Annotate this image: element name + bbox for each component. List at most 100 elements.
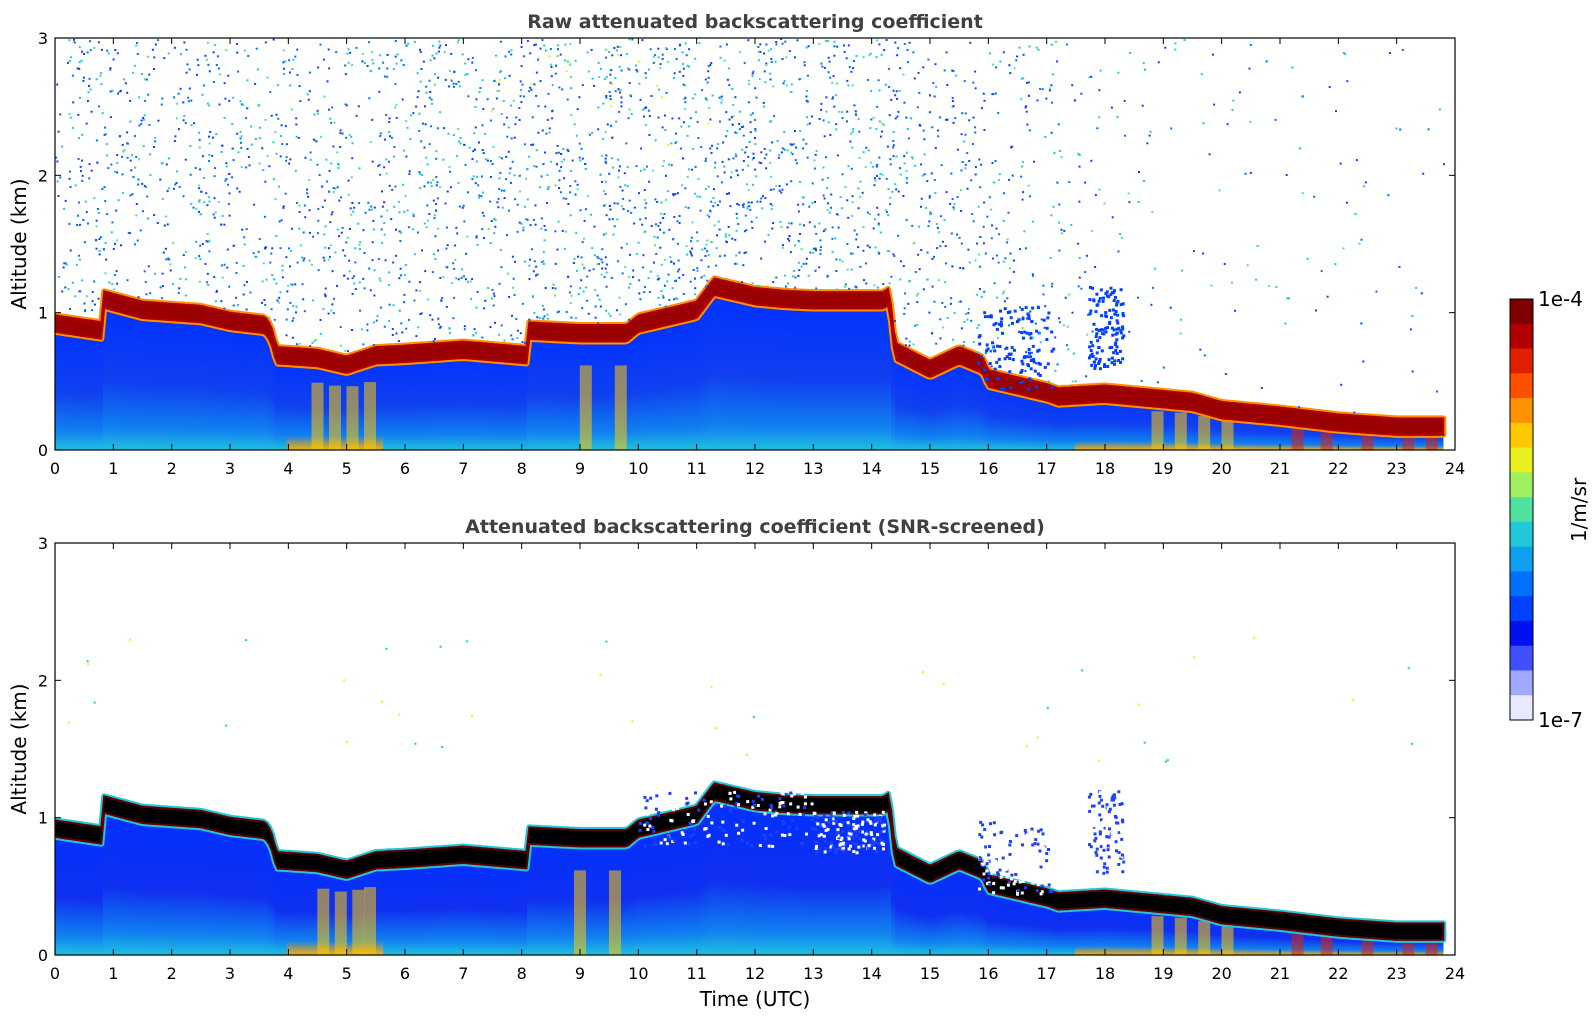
noise-pixel — [64, 199, 67, 202]
noise-pixel — [537, 57, 540, 60]
aerosol-column — [471, 851, 476, 955]
aerosol-column — [983, 871, 988, 955]
aerosol-column — [723, 790, 728, 955]
aerosol-column — [1047, 894, 1052, 955]
noise-pixel — [627, 117, 630, 120]
aerosol-column — [1135, 897, 1140, 955]
noise-pixel — [652, 169, 655, 172]
cloud-pixel — [1028, 842, 1032, 846]
noise-pixel — [889, 158, 892, 161]
noise-pixel — [945, 191, 948, 194]
noise-pixel — [445, 305, 448, 308]
noise-pixel — [431, 318, 434, 321]
noise-pixel — [554, 287, 557, 290]
noise-pixel — [624, 184, 627, 187]
noise-pixel — [530, 88, 533, 91]
noise-pixel — [378, 67, 381, 70]
noise-pixel — [700, 146, 703, 148]
cloud-pixel — [686, 813, 690, 816]
noise-pixel — [113, 170, 116, 173]
cloud-pixel — [745, 841, 749, 845]
cloud-pixel — [1027, 387, 1031, 391]
noise-pixel — [432, 178, 435, 181]
noise-pixel — [177, 92, 180, 95]
aerosol-column — [127, 807, 132, 955]
noise-pixel — [710, 151, 713, 154]
noise-pixel — [1025, 105, 1028, 108]
noise-pixel — [349, 51, 352, 54]
aerosol-column — [171, 308, 176, 450]
aerosol-column — [1115, 390, 1120, 450]
noise-pixel — [732, 115, 735, 118]
cloud-pixel — [988, 845, 991, 848]
noise-pixel — [850, 70, 853, 73]
noise-pixel — [389, 135, 391, 138]
noise-pixel — [580, 256, 583, 259]
noise-pixel — [379, 135, 382, 137]
aerosol-column — [691, 306, 696, 450]
noise-pixel — [1073, 99, 1076, 102]
aerosol-column — [975, 358, 980, 450]
noise-pixel — [529, 224, 532, 227]
noise-pixel — [245, 308, 248, 311]
noise-pixel — [1203, 354, 1206, 357]
noise-pixel — [643, 189, 646, 191]
x-tick-label: 8 — [517, 459, 527, 478]
cloud-pixel — [1035, 329, 1039, 333]
noise-pixel — [603, 78, 606, 80]
noise-pixel — [574, 59, 577, 62]
noise-pixel — [504, 77, 506, 80]
aerosol-column — [55, 824, 60, 955]
noise-pixel — [425, 85, 428, 88]
cloud-pixel — [856, 824, 860, 828]
aerosol-column — [1127, 391, 1132, 450]
cloud-pixel — [1111, 291, 1115, 295]
cloud-pixel — [1032, 360, 1036, 364]
cloud-pixel — [864, 832, 868, 836]
aerosol-column — [803, 800, 808, 955]
noise-pixel — [757, 59, 760, 62]
noise-pixel — [270, 308, 273, 311]
aerosol-column — [903, 857, 908, 955]
noise-pixel — [847, 165, 850, 168]
cloud-pixel — [782, 804, 786, 808]
aerosol-column — [943, 357, 948, 450]
cloud-pixel — [1043, 365, 1047, 369]
noise-pixel — [208, 135, 210, 138]
cloud-pixel — [697, 808, 701, 812]
noise-pixel — [781, 188, 784, 191]
noise-pixel — [1010, 146, 1012, 149]
noise-pixel — [980, 295, 983, 298]
noise-pixel — [337, 162, 339, 165]
noise-pixel — [228, 99, 231, 102]
noise-pixel — [575, 317, 577, 320]
noise-pixel — [74, 295, 77, 298]
noise-pixel — [68, 60, 71, 63]
aerosol-column — [107, 801, 112, 955]
cloud-pixel — [1045, 326, 1049, 330]
noise-pixel — [339, 326, 342, 329]
aerosol-column — [887, 292, 892, 450]
noise-pixel — [837, 226, 840, 229]
aerosol-column — [599, 329, 604, 450]
noise-pixel — [538, 316, 541, 319]
noise-pixel — [475, 306, 478, 309]
noise-pixel — [419, 51, 422, 54]
noise-pixel — [1129, 52, 1132, 54]
aerosol-column — [1063, 896, 1068, 955]
cloud-pixel — [788, 833, 792, 837]
noise-pixel — [1019, 306, 1022, 309]
noise-pixel — [1022, 191, 1025, 194]
noise-pixel — [905, 181, 908, 184]
noise-pixel — [1046, 706, 1049, 709]
noise-pixel — [537, 131, 540, 134]
cloud-pixel — [1108, 807, 1112, 811]
cloud-pixel — [1096, 840, 1100, 844]
noise-pixel — [169, 263, 172, 266]
noise-pixel — [127, 231, 130, 234]
colorbar: 1e-4 1e-7 1/m/sr — [1509, 287, 1591, 732]
cloud-pixel — [1088, 843, 1091, 847]
noise-pixel — [827, 56, 830, 59]
aerosol-column — [771, 798, 776, 955]
aerosol-column — [1095, 895, 1100, 955]
